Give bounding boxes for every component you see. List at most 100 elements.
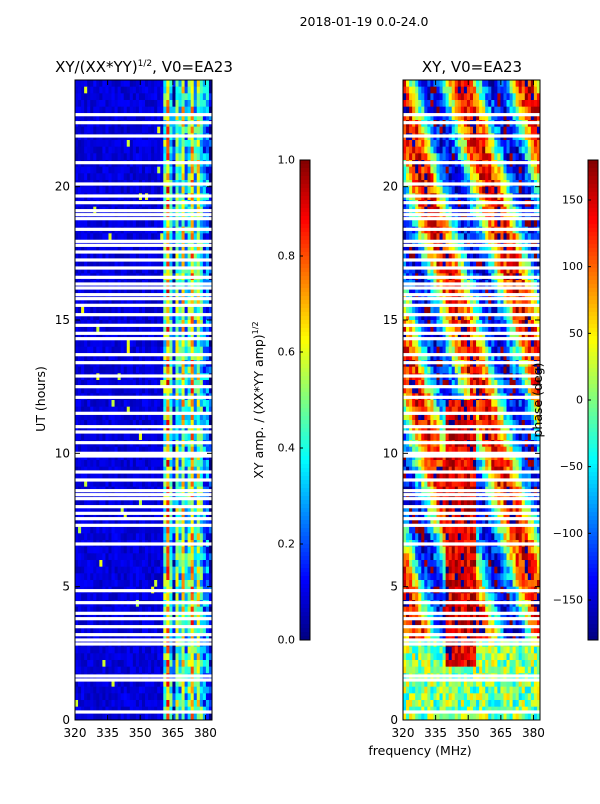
heatmap-cell — [433, 107, 436, 114]
heatmap-cell — [118, 433, 121, 440]
heatmap-cell — [433, 127, 436, 134]
heatmap-cell — [464, 80, 467, 87]
heatmap-cell — [81, 560, 84, 567]
heatmap-cell — [203, 567, 206, 574]
x-tick-label: 320 — [64, 726, 87, 740]
heatmap-cell — [99, 560, 102, 567]
heatmap-cell — [179, 153, 182, 160]
heatmap-cell — [188, 700, 191, 707]
heatmap-cell — [93, 107, 96, 114]
heatmap-cell — [200, 340, 203, 347]
heatmap-cell — [166, 580, 169, 587]
heatmap-cell — [133, 460, 136, 467]
heatmap-cell — [191, 173, 194, 180]
heatmap-cell — [522, 127, 525, 134]
heatmap-cell — [130, 553, 133, 560]
heatmap-cell — [403, 140, 406, 147]
heatmap-cell — [93, 400, 96, 407]
heatmap-cell — [197, 687, 200, 694]
heatmap-cell — [169, 647, 172, 654]
heatmap-cell — [452, 80, 455, 87]
heatmap-cell — [160, 580, 163, 587]
heatmap-cell — [163, 547, 166, 554]
heatmap-cell — [87, 127, 90, 134]
heatmap-cell — [185, 173, 188, 180]
heatmap-cell — [78, 573, 81, 580]
heatmap-cell — [166, 173, 169, 180]
heatmap-cell — [415, 127, 418, 134]
heatmap-cell — [476, 80, 479, 87]
heatmap-cell — [151, 593, 154, 600]
heatmap-cell — [154, 100, 157, 107]
heatmap-cell — [172, 347, 175, 354]
heatmap-cell — [200, 347, 203, 354]
heatmap-cell — [182, 400, 185, 407]
heatmap-cell — [108, 560, 111, 567]
heatmap-cell — [197, 693, 200, 700]
heatmap-cell — [421, 100, 424, 107]
heatmap-cell — [151, 147, 154, 154]
heatmap-cell — [78, 107, 81, 114]
heatmap-cell — [203, 173, 206, 180]
heatmap-cell — [188, 560, 191, 567]
heatmap-cell — [127, 307, 130, 314]
colorbar-segment — [300, 416, 310, 420]
heatmap-cell — [90, 347, 93, 354]
heatmap-cell — [133, 693, 136, 700]
heatmap-cell — [433, 87, 436, 94]
heatmap-cell — [142, 367, 145, 374]
heatmap-cell — [118, 660, 121, 667]
heatmap-cell — [175, 687, 178, 694]
heatmap-cell — [118, 667, 121, 674]
colorbar-segment — [300, 408, 310, 412]
heatmap-cell — [163, 307, 166, 314]
heatmap-cell — [191, 107, 194, 114]
heatmap-cell — [105, 100, 108, 107]
colorbar-segment — [300, 356, 310, 360]
heatmap-cell — [87, 100, 90, 107]
heatmap-cell — [78, 347, 81, 354]
heatmap-cell — [133, 367, 136, 374]
heatmap-cell — [142, 80, 145, 87]
heatmap-cell — [172, 367, 175, 374]
heatmap-cell — [175, 533, 178, 540]
heatmap-cell — [191, 127, 194, 134]
heatmap-cell — [154, 140, 157, 147]
heatmap-cell — [482, 140, 485, 147]
x-tick-label: 350 — [129, 726, 152, 740]
heatmap-cell — [160, 93, 163, 100]
heatmap-cell — [185, 153, 188, 160]
heatmap-cell — [157, 527, 160, 534]
heatmap-cell — [182, 93, 185, 100]
heatmap-cell — [179, 460, 182, 467]
flagged-row — [75, 194, 212, 197]
heatmap-cell — [75, 367, 78, 374]
colorbar-segment — [300, 584, 310, 588]
heatmap-cell — [163, 87, 166, 94]
flagged-row — [75, 512, 212, 515]
heatmap-cell — [99, 660, 102, 667]
heatmap-cell — [206, 347, 209, 354]
heatmap-cell — [482, 87, 485, 94]
heatmap-cell — [206, 307, 209, 314]
heatmap-cell — [200, 147, 203, 154]
heatmap-cell — [108, 187, 111, 194]
heatmap-cell — [154, 687, 157, 694]
heatmap-cell — [182, 593, 185, 600]
heatmap-cell — [142, 233, 145, 240]
heatmap-cell — [78, 93, 81, 100]
flagged-row — [75, 710, 212, 713]
heatmap-cell — [163, 667, 166, 674]
heatmap-cell — [130, 593, 133, 600]
heatmap-cell — [163, 647, 166, 654]
heatmap-cell — [203, 700, 206, 707]
heatmap-cell — [148, 153, 151, 160]
heatmap-cell — [84, 713, 87, 720]
colorbar-segment — [300, 212, 310, 216]
heatmap-cell — [455, 140, 458, 147]
heatmap-cell — [203, 153, 206, 160]
y-tick-label: 15 — [55, 313, 70, 327]
heatmap-cell — [166, 167, 169, 174]
heatmap-cell — [81, 547, 84, 554]
heatmap-cell — [163, 347, 166, 354]
